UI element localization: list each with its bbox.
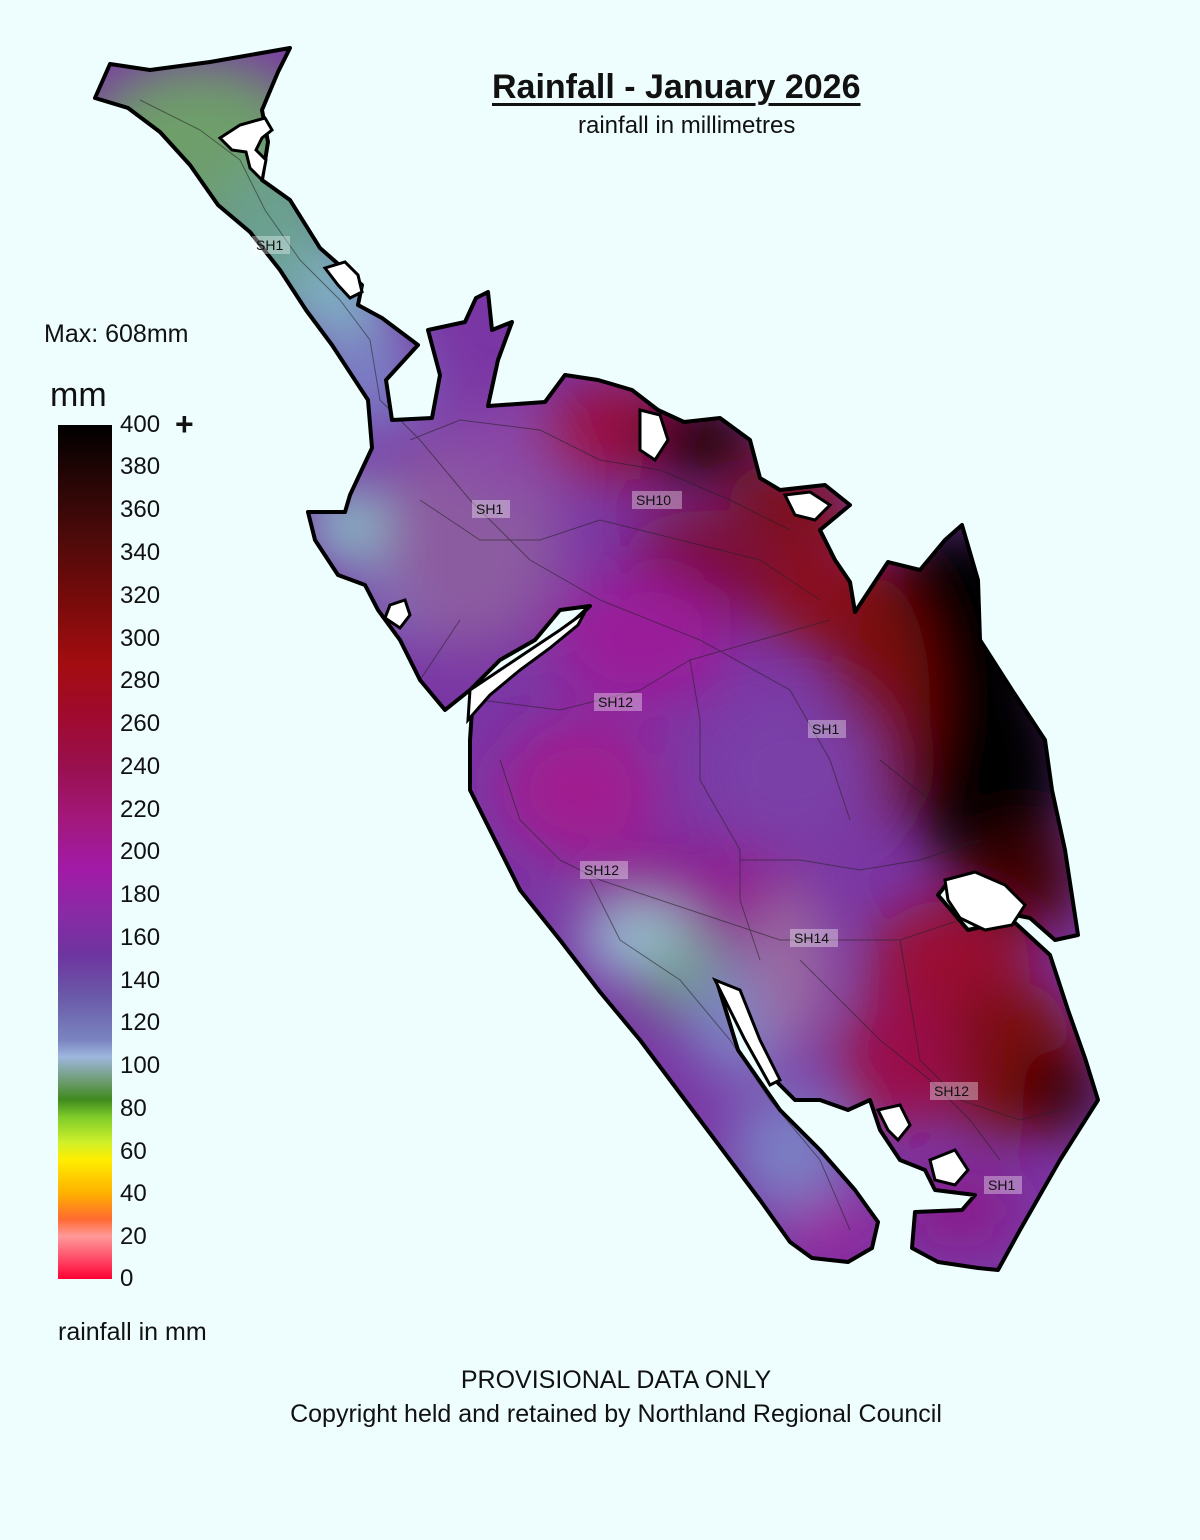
tick-label: 280	[120, 667, 161, 694]
road-label-sh1-west: SH1	[476, 501, 503, 517]
road-label-sh1-north: SH1	[256, 237, 283, 253]
tick-label: 240	[120, 753, 161, 780]
harbours	[217, 116, 1027, 1187]
max-rainfall-label: Max: 608mm	[44, 320, 189, 348]
road-label-sh10: SH10	[636, 492, 671, 508]
tick-label: 220	[120, 796, 161, 823]
tick-label: 260	[120, 710, 161, 737]
tick-label: 320	[120, 582, 161, 609]
tick-label: 160	[120, 924, 161, 951]
map-title: Rainfall - January 2026	[492, 68, 861, 106]
provisional-notice: PROVISIONAL DATA ONLY	[460, 1366, 772, 1394]
road-label-sh1-south: SH1	[988, 1177, 1015, 1193]
legend-caption: rainfall in mm	[58, 1318, 207, 1346]
map-subtitle: rainfall in millimetres	[578, 112, 796, 139]
tick-label: 100	[120, 1052, 161, 1079]
tick-label: 0	[120, 1265, 134, 1292]
tick-label: 300	[120, 625, 161, 652]
legend-plus: +	[175, 406, 194, 442]
tick-label: 180	[120, 881, 161, 908]
tick-label: 60	[120, 1138, 147, 1165]
tick-label: 380	[120, 453, 161, 480]
tick-label: 200	[120, 838, 161, 865]
tick-label: 40	[120, 1180, 147, 1207]
rainfall-colorbar	[58, 425, 112, 1279]
road-label-sh12-middle: SH12	[584, 862, 619, 878]
road-label-sh12-south: SH12	[934, 1083, 969, 1099]
tick-label: 20	[120, 1223, 147, 1250]
tick-label: 360	[120, 496, 161, 523]
tick-label: 80	[120, 1095, 147, 1122]
road-labels: SH1 SH1 SH10 SH12 SH1 SH12 SH14 SH12 SH1	[252, 236, 1022, 1194]
tick-label: 120	[120, 1009, 161, 1036]
road-label-sh12-upper: SH12	[598, 694, 633, 710]
tick-label: 140	[120, 967, 161, 994]
tick-label: 340	[120, 539, 161, 566]
road-label-sh1-central: SH1	[812, 721, 839, 737]
tick-label: 400	[120, 411, 161, 438]
road-label-sh14: SH14	[794, 930, 829, 946]
legend-unit: mm	[50, 376, 107, 414]
road-network	[139, 99, 1061, 1231]
copyright-notice: Copyright held and retained by Northland…	[290, 1400, 942, 1428]
